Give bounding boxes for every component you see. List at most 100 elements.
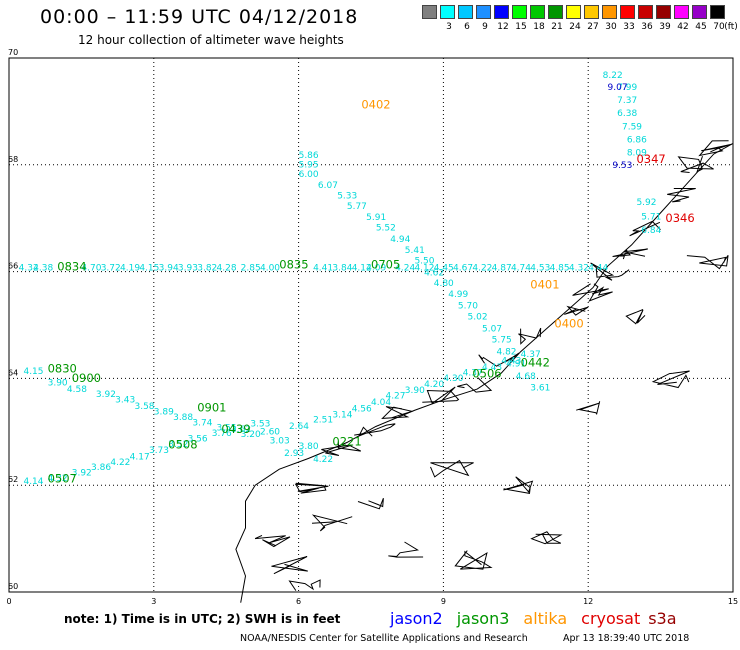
pass-time-label: 0507: [48, 472, 77, 486]
colorbar-swatch: [566, 5, 581, 19]
coastline-fragment: [354, 423, 396, 438]
coastline-fragment: [572, 283, 613, 302]
wave-height-label: 3.43: [115, 395, 135, 405]
satellite-legend: jason2 jason3 altika cryosat s3a: [390, 609, 691, 628]
axis-ticks: 0 3 6 9 12 15 70 68 66 64 62 60: [6, 48, 738, 606]
wave-height-label: 3.20: [241, 430, 261, 440]
credits-text: NOAA/NESDIS Center for Satellite Applica…: [240, 633, 528, 644]
pass-time-label: 0402: [361, 98, 390, 112]
wave-height-label: 3.92: [72, 469, 92, 479]
coastline-fragment: [667, 188, 696, 203]
coastline-fragment: [576, 401, 601, 416]
wave-height-label: 6.07: [318, 181, 338, 191]
colorbar-label: 24: [569, 22, 581, 32]
wave-height-label: 4.70: [81, 264, 101, 274]
y-tick-label: 62: [8, 475, 18, 484]
coastline-main: [235, 142, 734, 603]
pass-time-labels: 0402 0347 0346 0834 0835 0705 0401 0400 08300900…: [48, 98, 695, 486]
y-tick-label: 60: [8, 582, 18, 591]
wave-height-label: 4.91: [506, 360, 526, 370]
wave-height-label: 5.41: [405, 246, 425, 256]
pass-time-label: 0346: [665, 211, 694, 225]
y-tick-label: 70: [8, 48, 18, 57]
x-tick-label: 3: [151, 597, 156, 606]
coastline-fragment: [625, 309, 646, 325]
wave-height-label: 3.62: [231, 425, 251, 435]
wave-height-label: 2.64: [289, 422, 309, 432]
colorbar-swatch: [440, 5, 455, 19]
wave-height-label: 4.74: [511, 264, 531, 274]
colorbar-swatch: [638, 5, 653, 19]
x-tick-label: 0: [6, 597, 11, 606]
coastline-fragment: [288, 579, 321, 591]
pass-time-label: 0901: [197, 401, 226, 415]
coastline-fragment: [478, 352, 520, 367]
wave-height-label: 4.87: [492, 264, 512, 274]
wave-height-label: 4.32: [19, 264, 39, 274]
wave-height-label: 5.95: [299, 160, 319, 170]
wave-height-label: 3.90: [48, 378, 68, 388]
coastline-fragment: [651, 370, 690, 389]
colorbar-swatch: [656, 5, 671, 19]
page-title: 00:00 – 11:59 UTC 04/12/2018: [40, 6, 359, 28]
pass-time-label: 0347: [636, 152, 665, 166]
wave-height-label: 4.24: [395, 264, 415, 274]
pass-time-label: 0221: [332, 435, 361, 449]
colorbar-label: 45: [695, 22, 707, 32]
colorbar-label: 36: [641, 22, 653, 32]
coastline-fragment: [311, 514, 353, 532]
lon-track: 5.865.956.006.075.335.775.915.52 4.945.41…: [299, 151, 551, 394]
wave-height-label: 4.41: [313, 264, 333, 274]
wave-height-label: 4.43: [482, 363, 502, 373]
wave-height-label: 2.60: [260, 427, 280, 437]
coastline-fragment: [357, 498, 384, 510]
coastline-fragment: [564, 305, 589, 316]
pass-time-label: 0400: [554, 317, 583, 331]
pass-time-label: 0835: [279, 257, 308, 271]
wave-height-label: 3.56: [188, 434, 208, 444]
colorbar-swatch: [692, 5, 707, 19]
wave-height-label: 4.17: [130, 453, 150, 463]
satellite-tracks: 5.865.956.006.075.335.775.915.52 4.945.41…: [19, 71, 662, 487]
wave-height-label: 5.77: [347, 202, 367, 212]
wave-height-label: 5.91: [366, 213, 386, 223]
wave-height-label: 9.07: [608, 83, 628, 93]
colorbar-swatch: [512, 5, 527, 19]
pass-time-label: 0900: [72, 371, 101, 385]
coastline-fragment: [294, 482, 329, 494]
wave-height-label: 6.86: [627, 135, 647, 145]
wave-height-label: 3.92: [96, 390, 116, 400]
wave-height-label: 4.99: [448, 290, 468, 300]
wave-height-label: 4.22: [472, 264, 492, 274]
colorbar-swatch: [602, 5, 617, 19]
page-subtitle: 12 hour collection of altimeter wave hei…: [78, 33, 344, 47]
wave-height-label: 3.82: [197, 264, 217, 274]
y-tick-label: 64: [8, 368, 18, 377]
wave-height-label: 5.75: [492, 336, 512, 346]
colorbar-label: 21: [551, 22, 563, 32]
coastline-fragment: [381, 406, 414, 419]
colorbar-label: 15: [515, 22, 527, 32]
coastline-fragment: [430, 459, 474, 478]
wave-height-label: 4.09: [366, 264, 386, 274]
wave-height-label: 2.93: [284, 449, 304, 459]
wave-height-label: 3.76: [212, 429, 232, 439]
wave-height-label: 5.02: [468, 313, 488, 323]
coastline-fragment: [590, 262, 630, 281]
y-tick-label: 68: [8, 155, 18, 164]
wave-height-label: 3.55: [217, 424, 237, 434]
wave-height-label: 5.70: [458, 301, 478, 311]
coastline-fragment: [677, 156, 714, 173]
colorbar-swatch: [548, 5, 563, 19]
wave-height-label: 5.86: [299, 151, 319, 161]
colorbar-unit: (ft): [724, 22, 738, 32]
legend-jason3: jason3: [456, 609, 510, 628]
wave-height-label: 6.38: [617, 109, 637, 119]
wave-height-label: 3.14: [332, 410, 352, 420]
coastline-fragment: [698, 140, 732, 157]
pass-time-label: 0439: [221, 422, 250, 436]
wave-height-label: 4.12: [352, 264, 372, 274]
wave-height-label: 5.33: [337, 191, 357, 201]
wave-height-label: 2.85: [241, 264, 261, 274]
wave-height-label: 8.09: [627, 149, 647, 159]
